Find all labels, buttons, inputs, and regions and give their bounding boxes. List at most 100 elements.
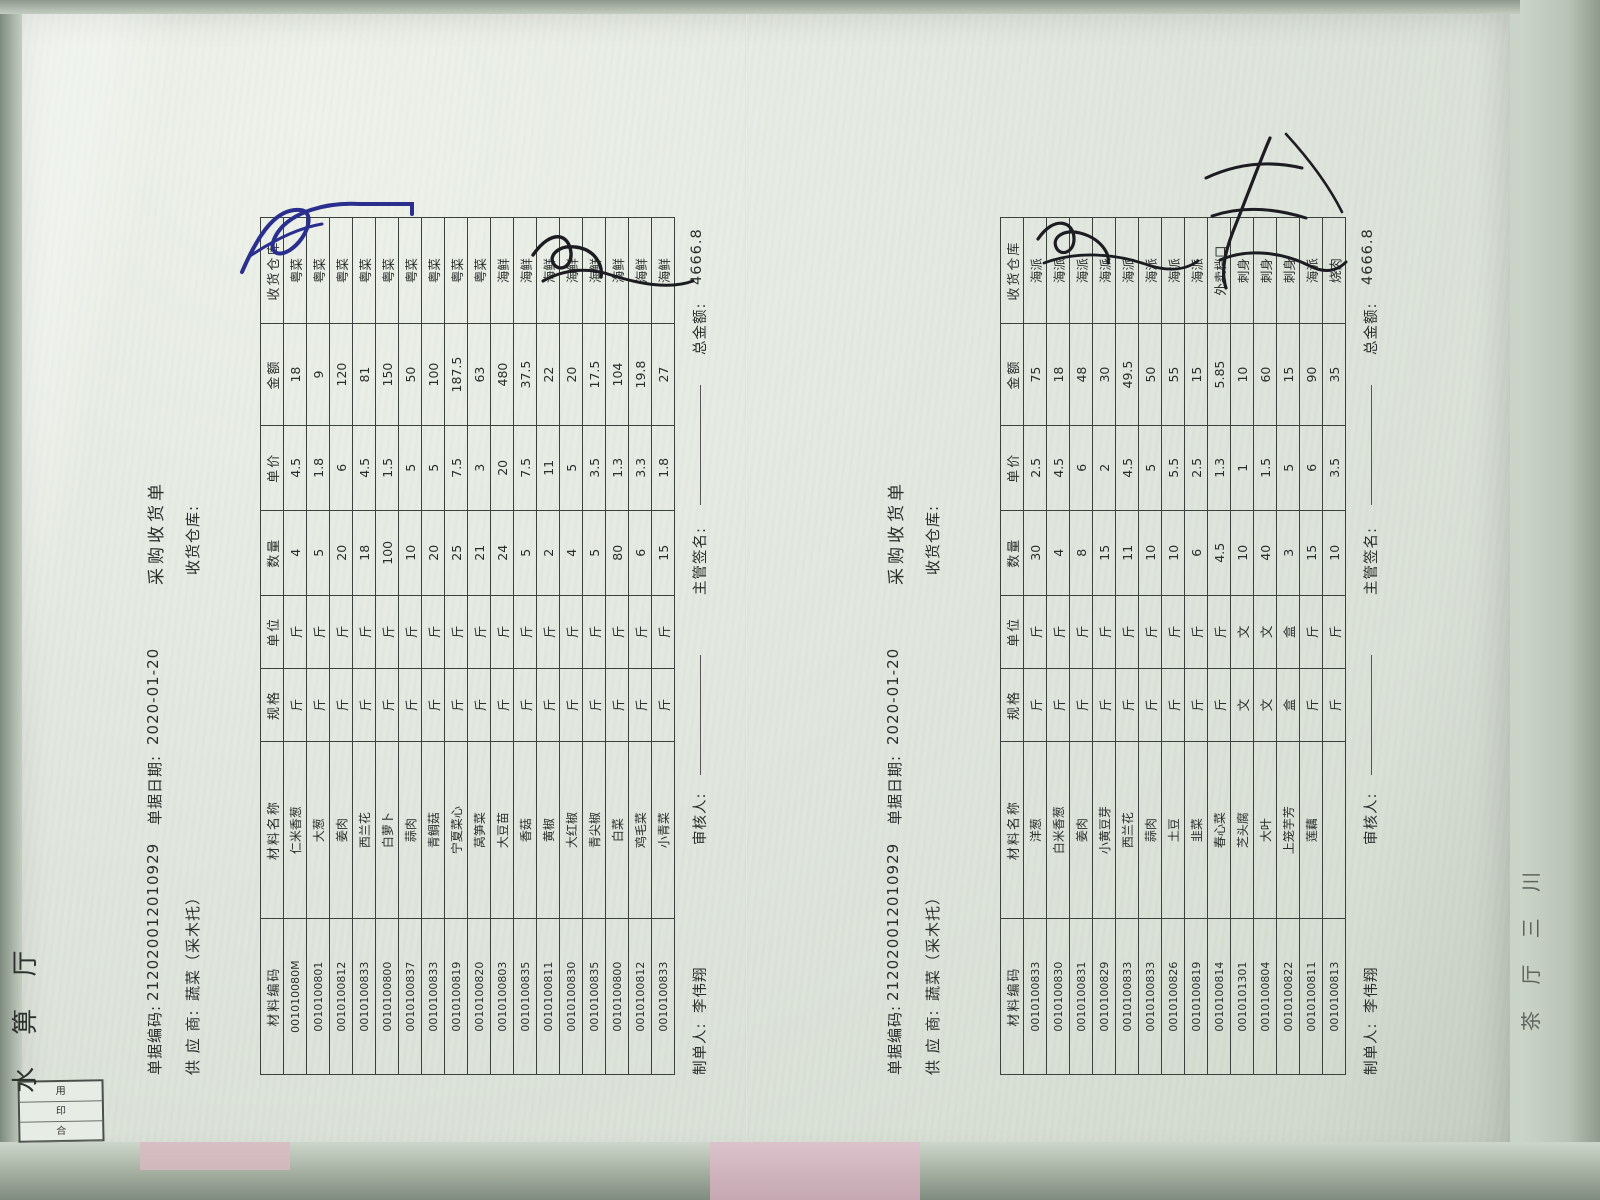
col-unit: 单位 xyxy=(1000,595,1024,669)
amount-cell: 48 xyxy=(1069,323,1093,426)
material-name-cell: 大葱 xyxy=(306,741,330,919)
unit-price-cell: 5 xyxy=(398,425,422,511)
spec-cell: 文 xyxy=(1253,668,1277,742)
unit-price-cell: 1.3 xyxy=(1207,425,1231,511)
amount-cell: 90 xyxy=(1299,323,1323,426)
unit-cell: 斤 xyxy=(1322,595,1346,669)
spec-cell: 斤 xyxy=(421,668,445,742)
spec-cell: 斤 xyxy=(1046,668,1070,742)
table-row: 0010100829 小黄豆芽斤斤 15 2 30 海派 xyxy=(1092,217,1116,1075)
quantity-cell: 15 xyxy=(1092,510,1116,596)
quantity-cell: 25 xyxy=(444,510,468,596)
col-unit-price: 单价 xyxy=(1000,425,1024,511)
col-material-name: 材料名称 xyxy=(260,741,284,919)
unit-cell: 盒 xyxy=(1276,595,1300,669)
unit-price-cell: 3.3 xyxy=(628,425,652,511)
quantity-cell: 5 xyxy=(582,510,606,596)
stamp-cell[interactable]: 合 xyxy=(20,1121,103,1143)
material-name-cell: 大红椒 xyxy=(559,741,583,919)
material-name-cell: 莲藕 xyxy=(1299,741,1323,919)
preparer-label-left: 制单人: xyxy=(693,1022,709,1075)
material-name-cell: 白萝卜 xyxy=(375,741,399,919)
material-name-cell: 黄椒 xyxy=(536,741,560,919)
supplier-label-right: 供 应 商: xyxy=(924,1009,942,1075)
receipt-table-right: 材料编码 材料名称 规格 单位 数量 单价 金额 收货仓库 0010100833… xyxy=(1000,217,1346,1075)
table-row: 0010100814 春心菜斤斤 4.5 1.3 5.85 外卖档口 xyxy=(1207,217,1231,1075)
amount-cell: 50 xyxy=(1138,323,1162,426)
spec-cell: 斤 xyxy=(375,668,399,742)
material-name-cell: 蒜肉 xyxy=(1138,741,1162,919)
supervisor-label-right: 主管签名: xyxy=(1364,527,1380,595)
amount-cell: 17.5 xyxy=(582,323,606,426)
unit-price-cell: 3.5 xyxy=(582,425,606,511)
col-quantity: 数量 xyxy=(260,510,284,596)
material-code-cell: 0010100830 xyxy=(1046,918,1070,1075)
amount-cell: 150 xyxy=(375,323,399,426)
amount-cell: 30 xyxy=(1092,323,1116,426)
unit-price-cell: 11 xyxy=(536,425,560,511)
material-name-cell xyxy=(1322,741,1346,919)
col-unit-price: 单价 xyxy=(260,425,284,511)
unit-price-cell: 5 xyxy=(421,425,445,511)
doc-code-label-right: 单据编码: xyxy=(886,1004,904,1075)
table-row: 0010100837 蒜肉斤斤 10 5 50 粤菜 xyxy=(398,217,422,1075)
table-row: 0010100833 西兰花斤斤 11 4.5 49.5 海派 xyxy=(1115,217,1139,1075)
amount-cell: 480 xyxy=(490,323,514,426)
quantity-cell: 4 xyxy=(283,510,307,596)
material-code-cell: 0010100833 xyxy=(1115,918,1139,1075)
table-header-row-left: 材料编码 材料名称 规格 单位 数量 单价 金额 收货仓库 xyxy=(260,217,284,1075)
spec-cell: 斤 xyxy=(582,668,606,742)
preparer-value-left: 李伟翔 xyxy=(693,966,709,1014)
col-unit: 单位 xyxy=(260,595,284,669)
table-row: 0010100822 上笼芋芳盒盒 3 5 15 刺身 xyxy=(1276,217,1300,1075)
total-label-right: 总金额: xyxy=(1364,302,1380,355)
material-code-cell: 0010100833 xyxy=(1023,918,1047,1075)
spec-cell: 盒 xyxy=(1276,668,1300,742)
col-spec: 规格 xyxy=(260,668,284,742)
material-code-cell: 0010100835 xyxy=(513,918,537,1075)
amount-cell: 50 xyxy=(398,323,422,426)
spec-cell: 斤 xyxy=(1207,668,1231,742)
spec-cell: 斤 xyxy=(605,668,629,742)
quantity-cell: 10 xyxy=(1161,510,1185,596)
unit-price-cell: 4.5 xyxy=(283,425,307,511)
unit-cell: 斤 xyxy=(1046,595,1070,669)
unit-cell: 斤 xyxy=(559,595,583,669)
amount-cell: 18 xyxy=(283,323,307,426)
material-code-cell: 0010100812 xyxy=(628,918,652,1075)
quantity-cell: 10 xyxy=(1138,510,1162,596)
quantity-cell: 8 xyxy=(1069,510,1093,596)
unit-cell: 斤 xyxy=(582,595,606,669)
material-code-cell: 0010100800 xyxy=(375,918,399,1075)
scan-edge-top xyxy=(0,0,1600,14)
spec-cell: 斤 xyxy=(1184,668,1208,742)
unit-price-cell: 20 xyxy=(490,425,514,511)
unit-price-cell: 4.5 xyxy=(1046,425,1070,511)
scan-edge-left xyxy=(0,0,22,1200)
amount-cell: 20 xyxy=(559,323,583,426)
supervisor-line-right xyxy=(1360,385,1376,505)
warehouse-cell: 粤菜 xyxy=(375,217,399,324)
warehouse-cell: 刺身 xyxy=(1253,217,1277,324)
warehouse-cell: 海派 xyxy=(1138,217,1162,324)
auditor-line-left xyxy=(689,655,705,775)
table-header-row-right: 材料编码 材料名称 规格 单位 数量 单价 金额 收货仓库 xyxy=(1000,217,1024,1075)
spec-cell: 斤 xyxy=(398,668,422,742)
unit-cell: 斤 xyxy=(1207,595,1231,669)
warehouse-cell: 海派 xyxy=(1092,217,1116,324)
unit-cell: 斤 xyxy=(536,595,560,669)
quantity-cell: 2 xyxy=(536,510,560,596)
spec-cell: 斤 xyxy=(513,668,537,742)
amount-cell: 27 xyxy=(651,323,675,426)
stamp-cell[interactable]: 印 xyxy=(19,1101,103,1123)
unit-price-cell: 7.5 xyxy=(513,425,537,511)
material-code-cell: 0010100831 xyxy=(1069,918,1093,1075)
unit-cell: 斤 xyxy=(283,595,307,669)
col-receiving-warehouse: 收货仓库 xyxy=(1000,217,1024,324)
auditor-label-right: 审核人: xyxy=(1364,792,1380,845)
unit-cell: 斤 xyxy=(513,595,537,669)
warehouse-cell: 粤菜 xyxy=(283,217,307,324)
warehouse-cell: 粤菜 xyxy=(421,217,445,324)
material-name-cell: 土豆 xyxy=(1161,741,1185,919)
total-value-right: 4666.8 xyxy=(1360,228,1376,285)
